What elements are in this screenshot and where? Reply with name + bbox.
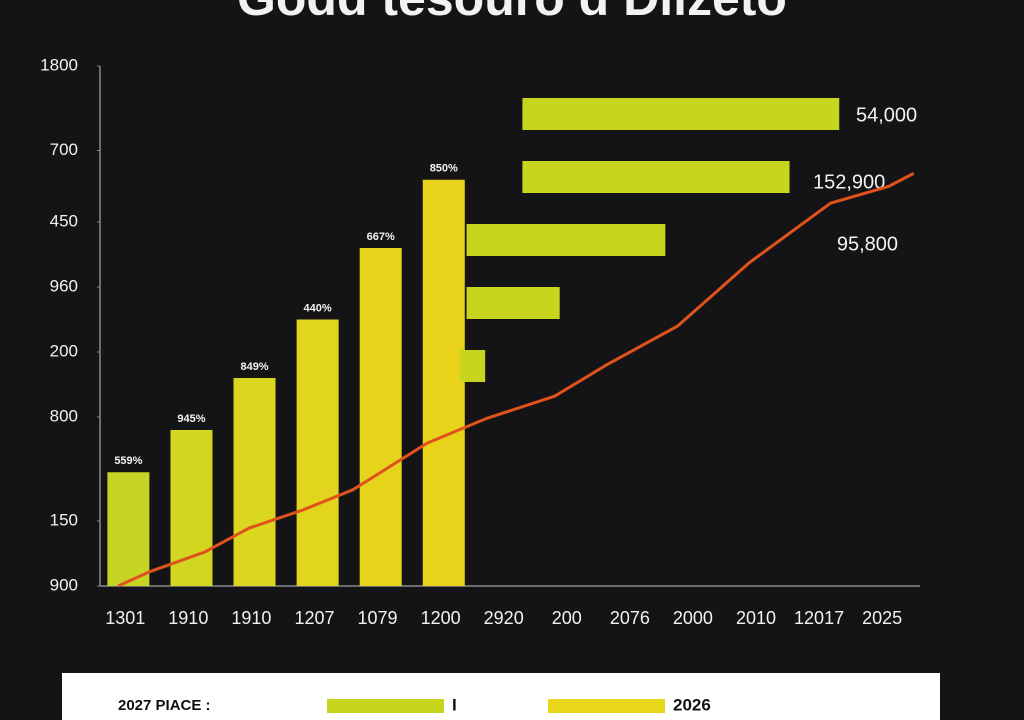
x-tick-label: 2076 — [610, 608, 650, 628]
annotation: 95,800 — [837, 233, 898, 255]
horizontal-bar — [466, 287, 560, 319]
legend-box — [62, 673, 940, 720]
x-tick-label: 1910 — [231, 608, 271, 628]
bar-label: 850% — [430, 163, 458, 175]
horizontal-bar — [522, 161, 790, 193]
horizontal-bar — [460, 350, 486, 382]
legend-swatch — [327, 699, 444, 713]
x-tick-label: 1200 — [421, 608, 461, 628]
chart-title: Godd tesouro d Dilzeto — [237, 0, 787, 26]
x-tick-label: 2010 — [736, 608, 776, 628]
x-tick-label: 1301 — [105, 608, 145, 628]
y-tick-label: 1800 — [40, 55, 78, 74]
bar — [233, 378, 276, 586]
bar — [296, 319, 339, 586]
y-tick-label: 800 — [50, 406, 78, 425]
x-tick-label: 1207 — [294, 608, 334, 628]
y-tick-label: 200 — [50, 341, 78, 360]
annotation: 54,000 — [856, 104, 917, 126]
bar-label: 559% — [114, 455, 142, 467]
x-tick-label: 2025 — [862, 608, 902, 628]
legend-label: 2026 — [673, 695, 711, 714]
legend-swatch — [548, 699, 665, 713]
x-tick-label: 1910 — [168, 608, 208, 628]
bar — [422, 179, 465, 586]
x-tick-label: 2000 — [673, 608, 713, 628]
bar — [359, 248, 402, 586]
bar-label: 945% — [177, 413, 205, 425]
y-tick-label: 450 — [50, 211, 78, 230]
y-tick-label: 700 — [50, 140, 78, 159]
y-tick-label: 150 — [50, 510, 78, 529]
horizontal-bar — [466, 224, 666, 256]
legend-label: I — [452, 695, 457, 714]
bar — [170, 430, 213, 586]
x-tick-label: 1079 — [358, 608, 398, 628]
trend-line — [117, 171, 915, 588]
y-tick-label: 960 — [50, 276, 78, 295]
bar-label: 849% — [240, 361, 268, 373]
y-tick-label: 900 — [50, 575, 78, 594]
horizontal-bar — [522, 98, 840, 130]
bar-label: 440% — [304, 302, 332, 314]
bar-label: 667% — [367, 231, 395, 243]
bar — [107, 472, 150, 586]
annotation: 152,900 — [813, 171, 885, 193]
x-tick-label: 200 — [552, 608, 582, 628]
x-tick-label: 12017 — [794, 608, 844, 628]
x-tick-label: 2920 — [484, 608, 524, 628]
legend-title: 2027 PIACE : — [118, 697, 211, 714]
